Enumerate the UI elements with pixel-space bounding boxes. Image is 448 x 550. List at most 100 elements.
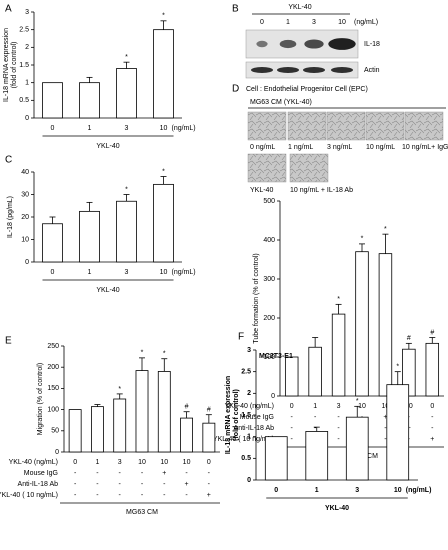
lane-label: 10 [338, 19, 346, 26]
bar [355, 251, 369, 397]
x-tick-label: 3 [125, 269, 129, 276]
y-tick-label: 2 [247, 390, 251, 397]
x-tick-label: 0 [51, 125, 55, 132]
significance-mark: * [118, 386, 121, 393]
cell-label: Cell : Endothelial Progenitor Cell (EPC) [246, 86, 368, 93]
bar [116, 68, 137, 119]
bar [91, 406, 104, 453]
y-tick-label: 150 [47, 385, 59, 392]
row-cell: - [96, 492, 99, 499]
row-label: YKL-40 ( 10 ng/mL) [213, 436, 274, 443]
row-cell: - [163, 492, 166, 499]
micrograph-caption: 10 ng/mL [366, 144, 395, 151]
blot-band [303, 67, 325, 73]
y-tick-label: 3 [25, 9, 29, 16]
blot-strip [245, 61, 359, 79]
row-cell: - [431, 425, 434, 432]
row-cell: - [96, 470, 99, 477]
panel-label: D [232, 84, 239, 95]
micrograph [247, 153, 287, 183]
row-label: Mouse IgG [24, 470, 58, 477]
y-tick-label: 50 [51, 428, 59, 435]
row-cell: + [207, 492, 211, 499]
y-tick-label: 100 [263, 354, 275, 361]
significance-mark: * [356, 398, 359, 405]
group-label: MG63 CM [126, 509, 158, 516]
y-tick-label: 1.5 [19, 62, 29, 69]
micrograph-caption: 3 ng/mL [327, 144, 352, 151]
x-tick-label: 3 [125, 125, 129, 132]
y-tick-label: 10 [21, 236, 29, 243]
micrograph-caption: YKL-40 [250, 187, 273, 194]
row-cell: + [185, 481, 189, 488]
bar [113, 398, 127, 453]
blot-band [328, 38, 356, 50]
y-axis-label: IL-18 (pg/mL) [7, 196, 14, 238]
bar [345, 416, 369, 481]
significance-mark: * [384, 226, 387, 233]
y-tick-label: 20 [21, 214, 29, 221]
bar [153, 29, 174, 119]
blot-band [256, 40, 268, 48]
y-axis-label: (fold of control) [233, 389, 240, 441]
y-tick-label: 2.5 [19, 27, 29, 34]
bar [425, 342, 440, 397]
row-cell: - [291, 414, 294, 421]
x-tick-label: 0 [207, 459, 211, 466]
row-cell: - [119, 481, 122, 488]
significance-mark: * [337, 296, 340, 303]
bar [157, 371, 171, 453]
x-tick-label: 0 [290, 403, 294, 410]
row-cell: - [337, 425, 340, 432]
y-tick-label: 100 [47, 406, 59, 413]
row-cell: - [141, 492, 144, 499]
significance-mark: * [141, 350, 144, 357]
y-tick-label: 1 [25, 80, 29, 87]
bar [378, 253, 393, 397]
row-cell: - [291, 436, 294, 443]
x-tick-label: 10 [160, 459, 168, 466]
x-tick-label: 0 [73, 459, 77, 466]
micrograph [247, 111, 287, 141]
bar [79, 82, 100, 119]
micrograph [365, 111, 405, 141]
x-tick-label: 10 [138, 459, 146, 466]
row-cell: - [337, 414, 340, 421]
significance-mark: * [361, 236, 364, 243]
x-tick-label: 3 [118, 459, 122, 466]
y-tick-label: 3 [247, 347, 251, 354]
inner-label: MC3T3-E1 [259, 353, 293, 360]
y-axis-label: IL-18 mRNA expression [3, 28, 10, 102]
y-tick-label: 1 [247, 434, 251, 441]
x-unit: (ng/mL) [172, 125, 196, 132]
x-tick-label: 10 [382, 403, 390, 410]
y-axis-label: IL-18 mRNA expression [225, 376, 232, 454]
bar [331, 313, 346, 397]
bar [264, 436, 288, 481]
y-tick-label: 0 [25, 259, 29, 266]
y-tick-label: 2 [25, 44, 29, 51]
significance-mark: * [125, 54, 128, 61]
panel-label: E [5, 336, 12, 347]
micrograph [326, 111, 366, 141]
blot-row-label: IL-18 [364, 41, 380, 48]
x-tick-label: 10 [358, 403, 366, 410]
y-tick-label: 0 [55, 449, 59, 456]
blot-band [251, 67, 273, 73]
y-tick-label: 0 [247, 477, 251, 484]
x-tick-label: 0 [430, 403, 434, 410]
micrograph-caption: 10 ng/mL+ IgG [402, 144, 448, 151]
significance-mark: * [396, 364, 399, 371]
condition-label: MG63 CM (YKL-40) [250, 99, 312, 106]
micrograph [289, 153, 329, 183]
bar [202, 422, 216, 453]
significance-mark: # [430, 329, 434, 336]
significance-mark: * [162, 168, 165, 175]
significance-mark: # [185, 404, 189, 411]
y-tick-label: 200 [47, 364, 59, 371]
y-tick-label: 2.5 [241, 369, 251, 376]
row-label: Mouse IgG [240, 414, 274, 421]
x-tick-label: 0 [274, 487, 278, 494]
y-tick-label: 250 [47, 343, 59, 350]
row-cell: + [383, 414, 387, 421]
